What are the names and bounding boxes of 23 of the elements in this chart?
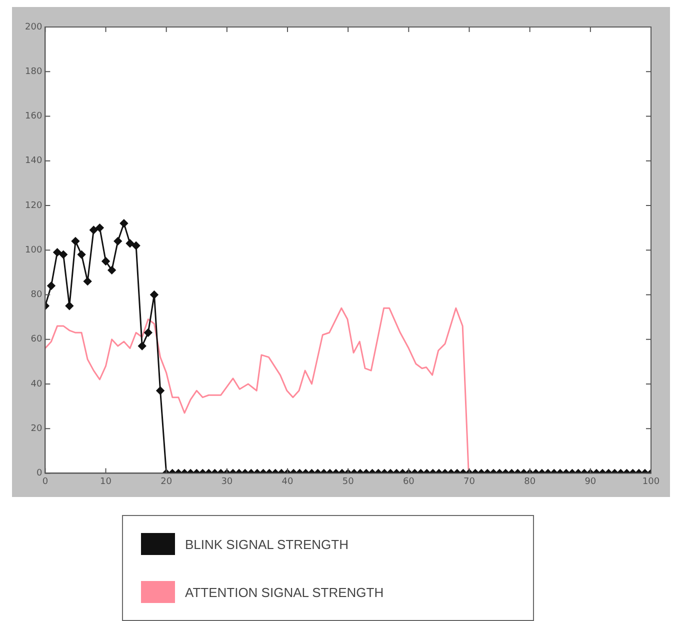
x-tick-label: 40 — [282, 476, 294, 487]
x-tick-label: 10 — [100, 476, 112, 487]
x-tick-label: 70 — [464, 476, 476, 487]
x-tick-label: 60 — [402, 476, 415, 487]
y-tick-label: 60 — [30, 334, 42, 345]
x-tick-label: 50 — [342, 476, 354, 487]
y-tick-label: 160 — [24, 112, 42, 122]
y-tick-label: 20 — [30, 424, 42, 434]
y-tick-label: 80 — [30, 290, 42, 300]
x-tick-label: 90 — [584, 476, 596, 487]
y-tick-label: 140 — [24, 156, 42, 166]
x-tick-label: 30 — [221, 476, 233, 487]
y-tick-label: 40 — [30, 379, 42, 390]
legend-label: BLINK SIGNAL STRENGTH — [185, 536, 348, 552]
y-tick-label: 180 — [24, 66, 42, 77]
y-tick-label: 100 — [24, 245, 42, 256]
y-tick-label: 0 — [36, 468, 42, 479]
y-tick-label: 120 — [24, 200, 42, 211]
x-tick-label: 80 — [524, 476, 536, 487]
legend-label: ATTENTION SIGNAL STRENGTH — [185, 584, 384, 600]
x-tick-label: 100 — [642, 476, 660, 487]
y-tick-label: 200 — [24, 22, 42, 32]
x-tick-label: 20 — [160, 476, 172, 487]
